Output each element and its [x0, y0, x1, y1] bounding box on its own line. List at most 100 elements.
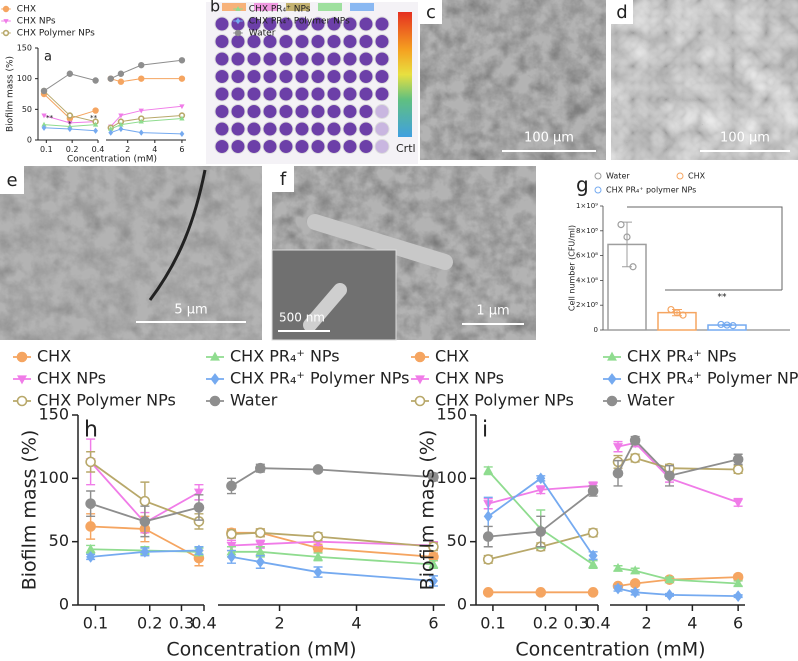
well: [358, 69, 374, 84]
scale-bar-label: 5 µm: [174, 303, 207, 318]
marker: [226, 480, 237, 492]
well: [214, 69, 230, 84]
well: [310, 51, 326, 67]
panel-label: g: [576, 173, 589, 197]
y-axis-label: Biofilm mass (%): [6, 56, 16, 132]
data-point: [629, 263, 637, 271]
series-line: [230, 467, 434, 487]
series-line: [110, 59, 182, 80]
marker: [41, 124, 47, 131]
marker: [588, 559, 599, 569]
x-tick-label: 2: [274, 613, 284, 632]
y-tick-label: 150: [436, 405, 467, 424]
series-line: [110, 105, 182, 127]
data-point: [729, 322, 737, 330]
marker: [629, 452, 641, 464]
well: [214, 16, 230, 32]
y-axis-label: Biofilm mass (%): [417, 430, 439, 591]
well: [278, 86, 294, 102]
well: [342, 69, 358, 84]
well: [374, 34, 390, 49]
well: [262, 121, 278, 137]
marker: [3, 19, 9, 24]
well: [294, 139, 310, 154]
panel-label: f: [280, 169, 287, 190]
annotation: *: [68, 119, 72, 128]
series-line: [617, 576, 739, 587]
marker: [178, 57, 186, 64]
well: [246, 139, 262, 154]
well: [214, 104, 230, 119]
marker: [428, 575, 438, 587]
well: [262, 34, 278, 49]
well: [214, 139, 230, 154]
x-tick-label: 0.2: [533, 613, 558, 632]
marker: [138, 75, 145, 82]
marker: [235, 6, 241, 11]
marker: [428, 541, 439, 553]
legend-label: Water: [230, 391, 278, 410]
column-tag: [286, 3, 310, 11]
well: [326, 121, 342, 137]
well: [294, 86, 310, 102]
well: [246, 86, 262, 102]
marker: [613, 443, 623, 453]
legend-label: CHX PR₄⁺ NPs: [627, 347, 737, 366]
y-tick-label: 50: [49, 531, 69, 550]
marker: [179, 130, 185, 137]
marker: [92, 107, 99, 114]
annotation: **: [90, 113, 98, 122]
marker: [587, 527, 599, 539]
marker: [483, 510, 493, 523]
legend-label: Water: [627, 391, 675, 410]
legend-marker: [594, 172, 602, 180]
well: [214, 34, 230, 49]
legend-label: CHX: [688, 172, 706, 181]
series-line: [110, 128, 182, 135]
marker: [138, 61, 145, 69]
sem-texture: [420, 0, 606, 160]
well: [342, 104, 358, 119]
x-tick-label: 0.2: [66, 145, 79, 154]
y-tick-label: 0: [457, 595, 467, 614]
marker: [226, 551, 236, 563]
marker: [92, 77, 99, 84]
marker: [733, 498, 744, 508]
y-tick-label: 0: [59, 595, 69, 614]
marker: [630, 565, 641, 575]
y-tick-label: 100: [436, 468, 467, 487]
data-point: [679, 311, 687, 319]
well: [262, 86, 278, 102]
y-axis-label: Biofilm mass (%): [19, 430, 41, 591]
series-line: [110, 118, 182, 130]
scale-bar-label: 100 µm: [720, 131, 770, 146]
well: [342, 34, 358, 49]
well: [310, 104, 326, 119]
marker: [108, 129, 114, 136]
series-line: [231, 550, 434, 566]
marker: [428, 559, 439, 569]
well: [214, 51, 230, 67]
legend-label: CHX NPs: [17, 17, 56, 27]
well: [326, 34, 342, 49]
well: [278, 51, 294, 67]
marker: [482, 587, 494, 598]
well: [246, 34, 262, 49]
marker: [234, 29, 242, 37]
series-line: [231, 555, 434, 582]
well: [374, 121, 390, 137]
y-tick-label: 1×10⁹: [576, 202, 598, 210]
series-line: [617, 587, 739, 598]
marker: [210, 373, 220, 385]
y-tick-label: 6×10⁸: [576, 252, 598, 260]
marker: [66, 70, 74, 77]
x-tick-label: 0.1: [83, 613, 108, 632]
marker: [2, 29, 10, 37]
y-tick-label: 0: [27, 136, 32, 145]
bacterium: [307, 214, 453, 270]
marker: [209, 395, 221, 407]
bacterium: [303, 283, 347, 332]
well: [358, 51, 374, 67]
series-line: [110, 78, 182, 83]
legend-label: CHX PR₄⁺ NPs: [230, 347, 340, 366]
